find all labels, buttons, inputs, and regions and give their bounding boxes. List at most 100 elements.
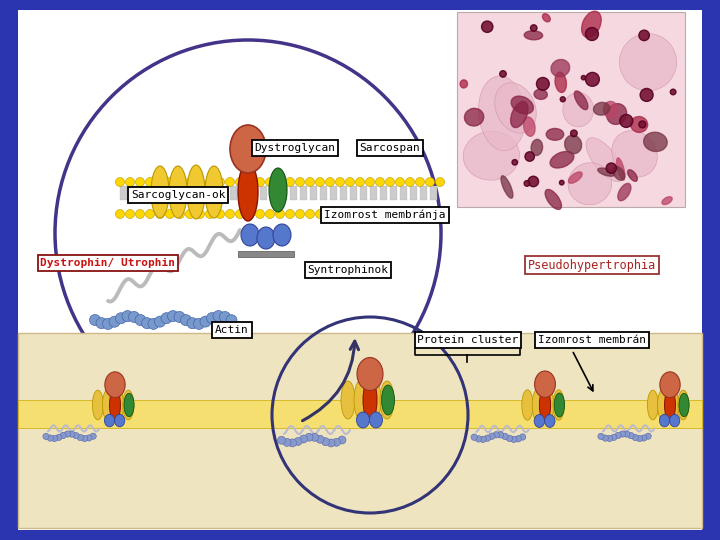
- Circle shape: [295, 210, 305, 219]
- Circle shape: [168, 310, 179, 322]
- Circle shape: [639, 121, 646, 128]
- Circle shape: [225, 210, 235, 219]
- Circle shape: [395, 210, 405, 219]
- Ellipse shape: [657, 389, 668, 421]
- Ellipse shape: [667, 389, 678, 421]
- Ellipse shape: [679, 393, 689, 417]
- Ellipse shape: [593, 103, 610, 115]
- Ellipse shape: [598, 168, 615, 176]
- Bar: [240, 186, 246, 200]
- Bar: [390, 186, 397, 200]
- Ellipse shape: [670, 414, 680, 427]
- Text: Syntrophinok: Syntrophinok: [307, 265, 389, 275]
- Bar: [179, 186, 186, 200]
- Circle shape: [333, 438, 341, 446]
- Bar: [410, 186, 416, 200]
- Circle shape: [256, 178, 264, 186]
- Circle shape: [68, 431, 75, 437]
- Circle shape: [215, 178, 225, 186]
- Bar: [310, 186, 317, 200]
- Circle shape: [366, 178, 374, 186]
- Bar: [379, 186, 387, 200]
- Ellipse shape: [382, 385, 395, 415]
- Circle shape: [336, 178, 344, 186]
- Bar: [359, 186, 366, 200]
- Text: Dystrophin/ Utrophin: Dystrophin/ Utrophin: [40, 258, 176, 268]
- Circle shape: [135, 315, 146, 326]
- Ellipse shape: [618, 184, 631, 201]
- Circle shape: [196, 178, 204, 186]
- Ellipse shape: [464, 109, 484, 126]
- Circle shape: [315, 178, 325, 186]
- Circle shape: [305, 178, 315, 186]
- Circle shape: [606, 163, 616, 173]
- Circle shape: [89, 314, 101, 326]
- Ellipse shape: [534, 371, 555, 397]
- Ellipse shape: [105, 372, 125, 397]
- Ellipse shape: [169, 166, 187, 218]
- Bar: [340, 186, 346, 200]
- Circle shape: [338, 436, 346, 444]
- Circle shape: [519, 434, 526, 440]
- Bar: [279, 186, 287, 200]
- Circle shape: [161, 313, 172, 323]
- Ellipse shape: [501, 176, 513, 198]
- Circle shape: [174, 312, 185, 322]
- Ellipse shape: [532, 389, 544, 421]
- Circle shape: [628, 433, 634, 438]
- Circle shape: [636, 435, 643, 442]
- Ellipse shape: [363, 378, 377, 422]
- Circle shape: [506, 435, 513, 442]
- Ellipse shape: [660, 414, 670, 427]
- Ellipse shape: [647, 390, 658, 420]
- Circle shape: [115, 210, 125, 219]
- Circle shape: [294, 437, 302, 446]
- Circle shape: [327, 439, 335, 447]
- Ellipse shape: [510, 102, 528, 127]
- Circle shape: [207, 313, 217, 323]
- Bar: [430, 186, 436, 200]
- Ellipse shape: [495, 83, 536, 133]
- Circle shape: [502, 433, 508, 440]
- Circle shape: [225, 178, 235, 186]
- Bar: [320, 186, 326, 200]
- Circle shape: [200, 316, 211, 327]
- Ellipse shape: [569, 172, 582, 183]
- Bar: [160, 186, 166, 200]
- Ellipse shape: [582, 11, 601, 37]
- Ellipse shape: [568, 163, 612, 205]
- Bar: [230, 186, 236, 200]
- Circle shape: [632, 434, 639, 441]
- Ellipse shape: [603, 102, 618, 118]
- Ellipse shape: [607, 104, 626, 124]
- Ellipse shape: [123, 390, 134, 420]
- Circle shape: [598, 433, 604, 440]
- Ellipse shape: [151, 166, 169, 218]
- Circle shape: [55, 40, 441, 426]
- Circle shape: [109, 316, 120, 327]
- Circle shape: [226, 315, 237, 326]
- Circle shape: [186, 178, 194, 186]
- Ellipse shape: [613, 166, 625, 180]
- Ellipse shape: [112, 389, 124, 421]
- Circle shape: [385, 210, 395, 219]
- Ellipse shape: [575, 91, 588, 110]
- Circle shape: [611, 434, 617, 441]
- Circle shape: [498, 431, 504, 438]
- Circle shape: [135, 210, 145, 219]
- Circle shape: [512, 160, 518, 165]
- Circle shape: [276, 210, 284, 219]
- Ellipse shape: [357, 357, 383, 390]
- Ellipse shape: [644, 132, 667, 152]
- Circle shape: [485, 435, 490, 441]
- Ellipse shape: [522, 390, 533, 420]
- Bar: [269, 186, 276, 200]
- Circle shape: [305, 433, 313, 441]
- Bar: [400, 186, 407, 200]
- Bar: [300, 186, 307, 200]
- Text: Actin: Actin: [215, 325, 249, 335]
- Ellipse shape: [662, 197, 672, 205]
- Circle shape: [81, 435, 88, 442]
- Circle shape: [602, 435, 608, 441]
- Bar: [369, 186, 377, 200]
